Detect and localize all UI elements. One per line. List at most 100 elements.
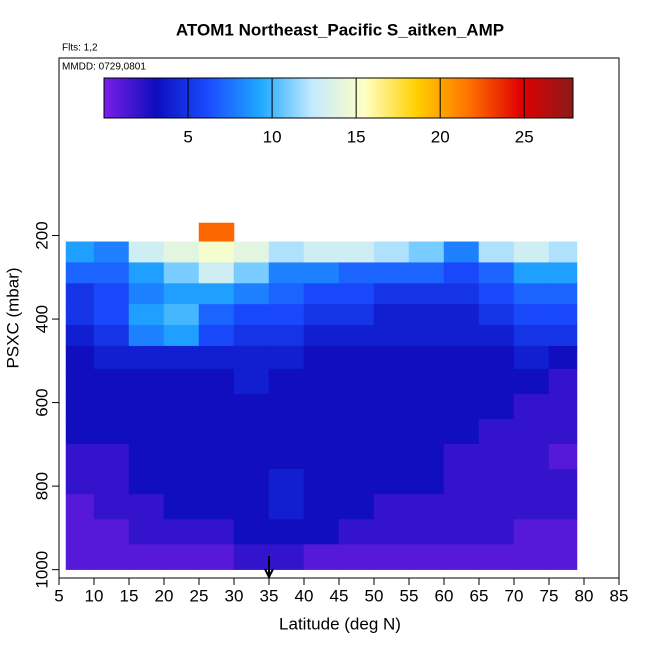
- colorbar-tick-label: 20: [431, 127, 450, 146]
- heatmap-cell: [548, 325, 578, 347]
- heatmap-cell: [338, 544, 375, 570]
- heatmap-cell: [548, 368, 578, 395]
- heatmap-cell: [478, 544, 515, 570]
- heatmap-cell: [338, 241, 375, 263]
- heatmap-cell: [128, 283, 165, 305]
- heatmap-cell: [338, 444, 375, 470]
- heatmap-cell: [65, 283, 95, 305]
- heatmap-cell: [128, 325, 165, 347]
- x-tick-label: 35: [260, 586, 279, 605]
- y-tick-label: 600: [32, 388, 51, 416]
- y-tick-label: 400: [32, 305, 51, 333]
- heatmap-cell: [93, 283, 130, 305]
- heatmap-cell: [373, 544, 410, 570]
- heatmap-cell: [163, 345, 200, 370]
- heatmap-cell: [548, 393, 578, 420]
- heatmap-cell: [128, 444, 165, 470]
- heatmap-cell: [548, 544, 578, 570]
- heatmap-cell: [163, 304, 200, 326]
- heatmap-cell: [198, 304, 235, 326]
- arrow-head: [264, 568, 274, 580]
- heatmap-cell: [163, 544, 200, 570]
- y-tick-label: 800: [32, 472, 51, 500]
- x-tick-label: 65: [470, 586, 489, 605]
- heatmap-cell: [233, 544, 270, 570]
- heatmap-cell: [128, 262, 165, 284]
- heatmap-cell: [373, 241, 410, 263]
- heatmap-cell: [303, 494, 340, 520]
- heatmap-cell: [478, 494, 515, 520]
- heatmap-cell: [548, 283, 578, 305]
- heatmap-cell: [373, 368, 410, 395]
- heatmap-cell: [478, 368, 515, 395]
- heatmap-cell: [65, 262, 95, 284]
- heatmap-cell: [373, 419, 410, 445]
- x-tick-label: 50: [365, 586, 384, 605]
- x-axis-label: Latitude (deg N): [279, 614, 401, 633]
- heatmap-cell: [65, 393, 95, 420]
- heatmap-cell: [303, 325, 340, 347]
- heatmap-cell: [548, 469, 578, 495]
- heatmap-cell: [233, 262, 270, 284]
- heatmap-cell: [93, 304, 130, 326]
- colorbar: [103, 77, 574, 119]
- heatmap-cell: [268, 494, 305, 520]
- heatmap-cell: [93, 494, 130, 520]
- x-tick-label: 20: [155, 586, 174, 605]
- annotation: MMDD: 0729,0801: [62, 62, 146, 73]
- heatmap-cell: [478, 345, 515, 370]
- heatmap-cell: [128, 519, 165, 545]
- heatmap-cell: [513, 469, 550, 495]
- heatmap-cell: [198, 393, 235, 420]
- heatmap-cell: [548, 519, 578, 545]
- heatmap-cell: [338, 325, 375, 347]
- heatmap-cell: [408, 262, 445, 284]
- heatmap-cell: [373, 469, 410, 495]
- heatmap-cell: [198, 494, 235, 520]
- heatmap-cell: [548, 241, 578, 263]
- heatmap-cell: [513, 262, 550, 284]
- heatmap-cell: [443, 368, 480, 395]
- heatmap-cell: [163, 283, 200, 305]
- heatmap-cell: [373, 283, 410, 305]
- heatmap-cell: [268, 241, 305, 263]
- heatmap-cell: [373, 325, 410, 347]
- heatmap-cell: [198, 283, 235, 305]
- subtitle: Flts: 1,2: [62, 43, 98, 54]
- heatmap-cell: [198, 368, 235, 395]
- heatmap-cell: [303, 345, 340, 370]
- y-axis-label: PSXC (mbar): [3, 267, 22, 368]
- heatmap-cell: [478, 304, 515, 326]
- heatmap-cell: [198, 519, 235, 545]
- heatmap-cell: [233, 325, 270, 347]
- heatmap-cell: [268, 345, 305, 370]
- heatmap-cell: [93, 544, 130, 570]
- heatmap-cell: [338, 345, 375, 370]
- heatmap-cell: [478, 241, 515, 263]
- heatmap-cell: [548, 494, 578, 520]
- heatmap-cell: [548, 262, 578, 284]
- heatmap-cell: [93, 469, 130, 495]
- heatmap-cell: [163, 241, 200, 263]
- x-tick-label: 80: [575, 586, 594, 605]
- heatmap-cell: [443, 419, 480, 445]
- heatmap-cell: [198, 345, 235, 370]
- heatmap-cell: [338, 304, 375, 326]
- heatmap-cell: [93, 262, 130, 284]
- x-tick-label: 40: [295, 586, 314, 605]
- heatmap-cell: [198, 241, 235, 263]
- heatmap-cell: [65, 519, 95, 545]
- heatmap-cell: [198, 469, 235, 495]
- heatmap-cell: [303, 262, 340, 284]
- heatmap-cell: [513, 368, 550, 395]
- heatmap-cell: [408, 519, 445, 545]
- heatmap-cell: [303, 419, 340, 445]
- heatmap-cell: [268, 304, 305, 326]
- heatmap-cell: [513, 304, 550, 326]
- heatmap-cell: [198, 419, 235, 445]
- heatmap-cell: [268, 469, 305, 495]
- colorbar-tick-label: 15: [347, 127, 366, 146]
- heatmap-cell: [268, 519, 305, 545]
- heatmap-cell: [303, 519, 340, 545]
